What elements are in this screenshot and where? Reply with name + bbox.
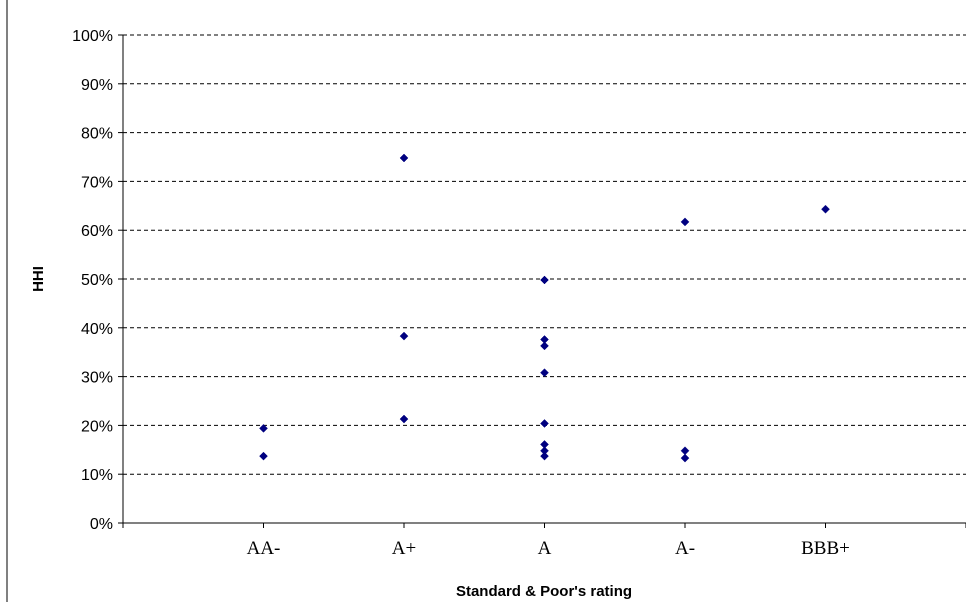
- y-tick-label: 70%: [81, 174, 113, 191]
- y-tick-label: 0%: [90, 516, 113, 533]
- data-point: [821, 204, 830, 214]
- y-tick-labels: 0% 10% 20% 30% 40% 50% 60% 70% 80% 90% 100%: [72, 28, 113, 533]
- y-tick-label: 90%: [81, 77, 113, 94]
- data-point: [540, 275, 549, 285]
- x-tick-label: A+: [392, 538, 416, 559]
- x-tick-label: A-: [675, 538, 695, 559]
- data-point: [540, 368, 549, 378]
- data-point: [540, 451, 549, 461]
- y-tick-label: 50%: [81, 272, 113, 289]
- axes: [118, 34, 966, 528]
- x-tick-labels: AA- A+ A A- BBB+: [247, 538, 850, 559]
- x-tick-label: AA-: [247, 538, 281, 559]
- y-tick-label: 10%: [81, 467, 113, 484]
- x-tick-label: A: [538, 538, 552, 559]
- y-tick-label: 80%: [81, 126, 113, 143]
- x-axis-title: Standard & Poor's rating: [456, 583, 632, 600]
- y-tick-label: 20%: [81, 418, 113, 435]
- data-point: [259, 451, 268, 461]
- data-point: [399, 331, 409, 341]
- data-point: [680, 453, 690, 463]
- data-point: [259, 423, 268, 433]
- data-point: [399, 153, 409, 163]
- x-tick-label: BBB+: [801, 538, 850, 559]
- y-tick-label: 100%: [72, 28, 113, 45]
- data-point: [680, 217, 690, 227]
- y-tick-label: 40%: [81, 321, 113, 338]
- y-tick-label: 60%: [81, 223, 113, 240]
- data-point: [399, 414, 409, 424]
- data-points: [259, 153, 830, 463]
- y-axis-title: HHI: [30, 266, 47, 292]
- data-point: [540, 419, 549, 428]
- y-tick-label: 30%: [81, 370, 113, 387]
- data-point: [540, 341, 549, 351]
